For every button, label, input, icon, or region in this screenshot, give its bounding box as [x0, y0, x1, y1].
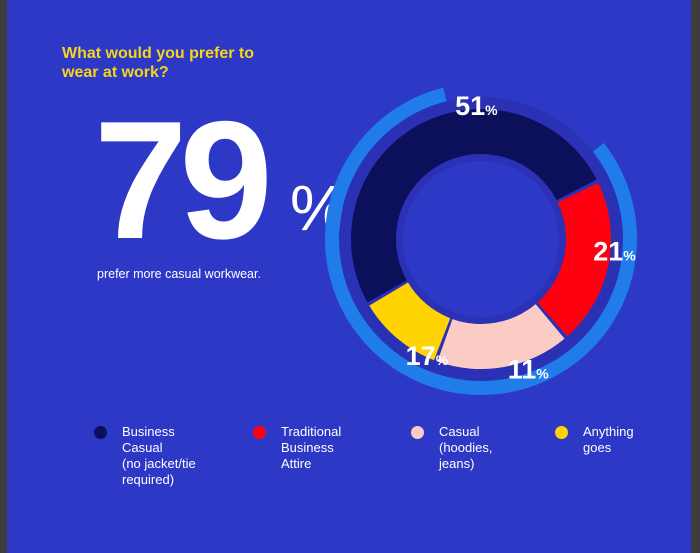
legend-swatch: [94, 426, 107, 439]
slice-value: 17: [406, 341, 436, 371]
slice-unit: %: [485, 102, 498, 118]
slice-label-anything-goes: 11%: [508, 355, 550, 385]
legend-label: Business Casual (no jacket/tie required): [122, 424, 196, 487]
legend-label: Traditional Business Attire: [281, 424, 342, 471]
slice-label-business-casual: 51%: [455, 91, 498, 121]
headline-value: 79: [94, 86, 273, 274]
donut-slice-anything-goes: [369, 282, 451, 361]
slice-label-traditional-business: 21%: [593, 237, 636, 267]
headline-caption: prefer more casual workwear.: [97, 267, 261, 281]
slice-unit: %: [623, 248, 636, 264]
donut-slice-casual: [437, 304, 565, 369]
slice-unit: %: [436, 352, 449, 368]
question-heading: What would you prefer to wear at work?: [62, 45, 254, 81]
legend-swatch: [253, 426, 266, 439]
donut-slice-traditional-business: [537, 182, 611, 337]
slice-value: 51: [455, 91, 485, 121]
infographic-panel: What would you prefer to wear at work? 7…: [7, 0, 691, 553]
slice-value: 11: [508, 355, 537, 385]
slice-unit: %: [536, 366, 549, 382]
donut-chart: 51%21%17% 11%: [325, 87, 638, 396]
legend-swatch: [411, 426, 424, 439]
legend-swatch: [555, 426, 568, 439]
legend-label: Casual (hoodies, jeans): [439, 424, 493, 471]
donut-slice-business-casual: [350, 108, 597, 303]
legend-label: Anything goes: [583, 424, 634, 455]
chart-legend: Business Casual (no jacket/tie required)…: [7, 424, 691, 504]
slice-value: 21: [593, 237, 623, 267]
slice-label-casual: 17%: [406, 341, 449, 371]
